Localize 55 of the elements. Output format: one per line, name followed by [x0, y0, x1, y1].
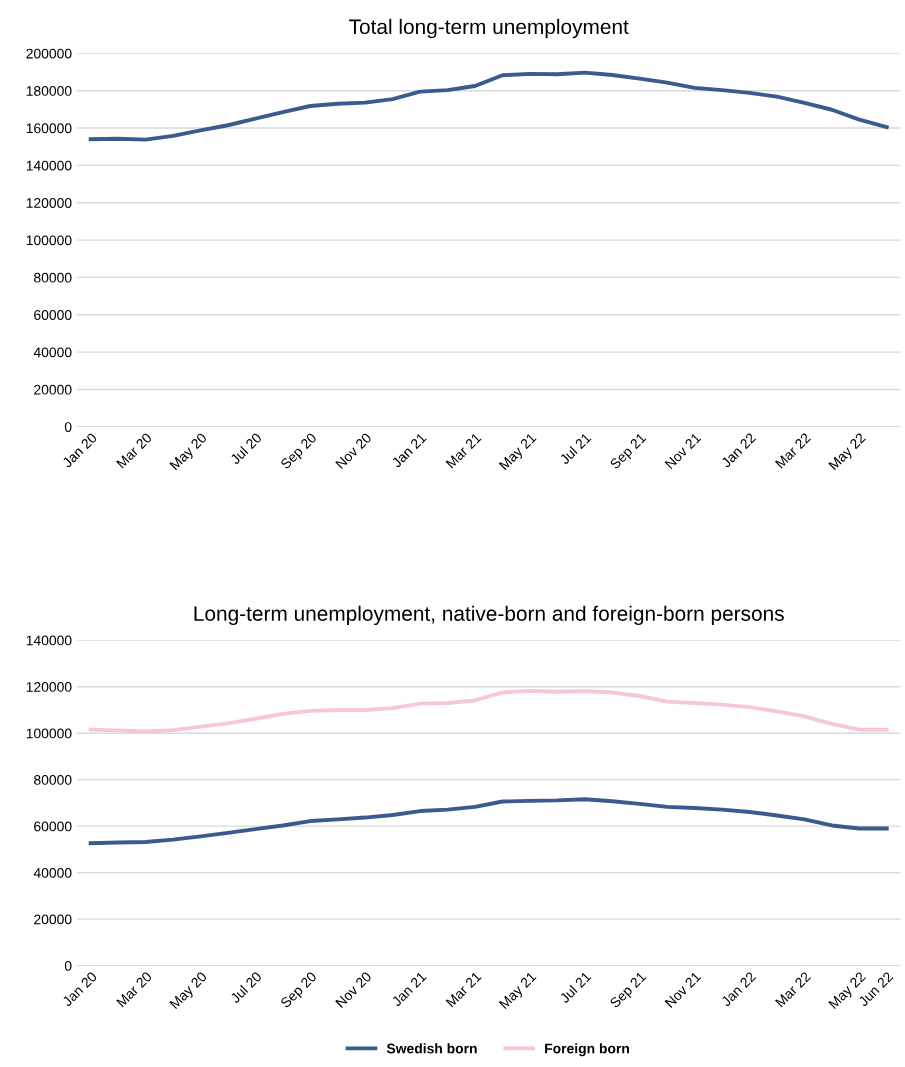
x-tick-label: Sep 20: [279, 432, 320, 472]
x-tick-label: Sep 21: [609, 971, 649, 1011]
x-tick-label: May 21: [498, 971, 539, 1012]
line-series: [88, 797, 889, 846]
y-tick-label: 0: [64, 960, 72, 971]
y-tick-label: 20000: [34, 384, 72, 395]
y-tick-label: 0: [64, 422, 72, 432]
y-tick-label: 140000: [26, 160, 72, 171]
y-tick-label: 80000: [34, 775, 72, 785]
y-tick-label: 20000: [34, 914, 72, 925]
x-tick-label: Jul 21: [558, 970, 592, 1004]
x-tick-label: Nov 21: [664, 971, 702, 1009]
y-tick-label: 60000: [34, 821, 72, 832]
y-tick-label: 60000: [34, 310, 72, 320]
x-tick-label: Mar 21: [445, 971, 482, 1008]
x-tick-label: Mar 20: [116, 432, 153, 469]
line-series: [88, 688, 889, 734]
x-tick-label: Mar 22: [774, 432, 812, 469]
x-tick-label: May 20: [169, 432, 210, 473]
x-tick-label: Jan 22: [720, 432, 757, 469]
y-tick-label: 100000: [26, 728, 72, 739]
legend-label: Foreign born: [545, 1043, 629, 1057]
x-tick-label: May 20: [169, 971, 210, 1012]
y-tick-label: 160000: [26, 123, 72, 134]
x-tick-label: Mar 20: [116, 971, 153, 1008]
line-series: [88, 70, 889, 142]
y-tick-label: 120000: [26, 198, 72, 208]
y-tick-label: 200000: [26, 48, 72, 59]
x-tick-label: Nov 20: [335, 432, 372, 470]
x-tick-label: Jan 21: [391, 971, 427, 1008]
y-tick-label: 40000: [33, 347, 72, 358]
y-tick-label: 80000: [34, 272, 72, 283]
x-tick-label: Jan 20: [61, 432, 98, 469]
y-tick-label: 140000: [26, 635, 72, 646]
x-tick-label: Jul 21: [558, 432, 592, 465]
chart-title: Total long-term unemployment: [349, 18, 629, 39]
x-tick-label: Mar 22: [774, 971, 812, 1008]
legend-label: Swedish born: [386, 1043, 477, 1054]
x-tick-label: Sep 20: [279, 971, 320, 1011]
y-tick-label: 180000: [26, 86, 72, 96]
x-tick-label: Sep 21: [609, 432, 649, 472]
y-tick-label: 100000: [26, 235, 72, 246]
x-tick-label: Jul 20: [229, 432, 263, 465]
x-tick-label: Jan 21: [391, 432, 427, 469]
x-tick-label: Nov 20: [335, 971, 372, 1009]
y-tick-label: 40000: [33, 867, 72, 878]
x-tick-label: Jan 22: [720, 971, 757, 1008]
chart-title: Long-term unemployment, native-born and foreign-born persons: [194, 605, 784, 626]
x-tick-label: May 21: [498, 432, 539, 473]
x-tick-label: Jan 20: [61, 971, 98, 1008]
y-tick-label: 120000: [26, 682, 72, 692]
x-tick-label: Mar 21: [445, 432, 482, 469]
x-tick-label: Jul 20: [229, 970, 263, 1004]
x-tick-label: May 22: [828, 432, 868, 473]
x-tick-label: Nov 21: [664, 432, 702, 470]
